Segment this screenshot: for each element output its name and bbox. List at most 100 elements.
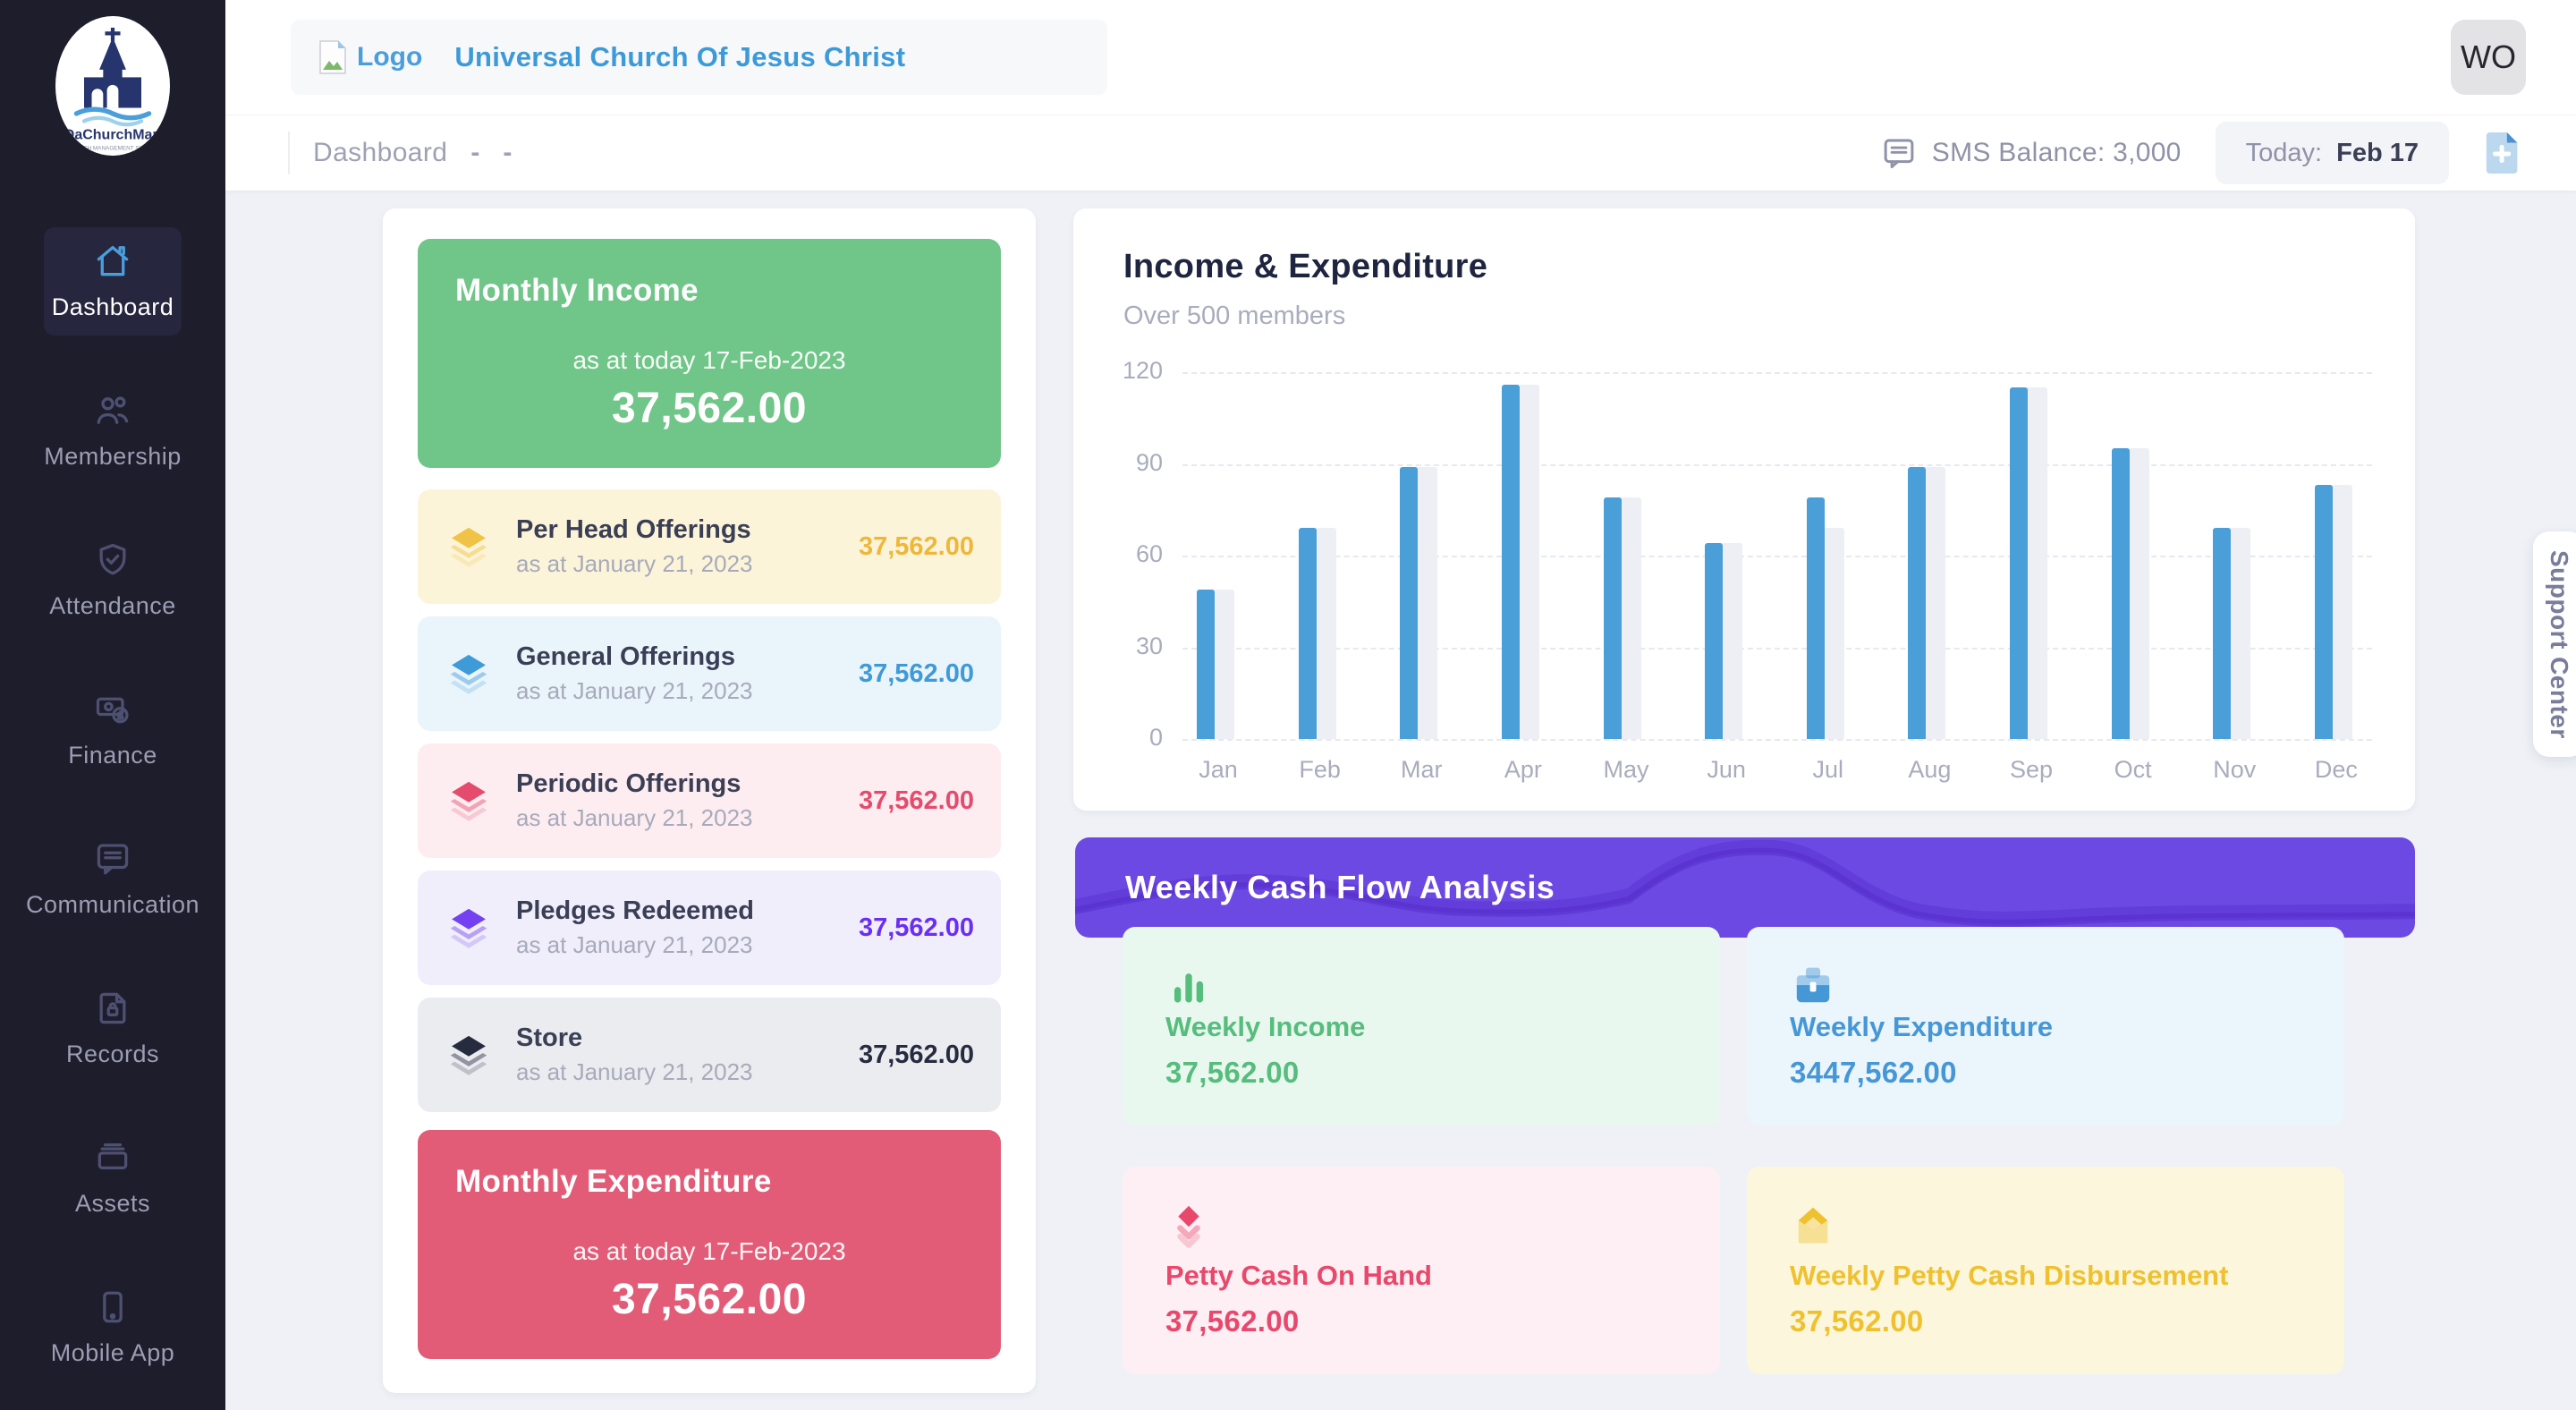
monthly-income-title: Monthly Income — [455, 273, 699, 308]
income-bar — [1603, 497, 1622, 739]
dachurchman-logo: DaChurchMan CHURCH MANAGEMENT SYSTEM — [55, 16, 170, 156]
y-tick-label: 30 — [1135, 632, 1163, 659]
chart-gridline — [1182, 647, 2372, 650]
weekly-card-title: Weekly Petty Cash Disbursement — [1790, 1260, 2229, 1291]
weekly-cashflow-banner: Weekly Cash Flow Analysis — [1075, 837, 2415, 938]
income-bar — [2010, 387, 2028, 739]
finance-summary-panel: Monthly Income as at today 17-Feb-2023 3… — [383, 208, 1036, 1393]
offering-date: as at January 21, 2023 — [516, 550, 753, 577]
sidebar-item-assets[interactable]: Assets — [44, 1124, 182, 1232]
bar-group-dec — [2314, 372, 2358, 739]
offering-text: General Offerings as at January 21, 2023 — [516, 642, 859, 705]
chart-plot-area — [1182, 372, 2372, 741]
bar-group-jan — [1197, 372, 1240, 739]
layers-icon — [445, 777, 493, 825]
breadcrumb: Dashboard - - — [288, 132, 512, 174]
weekly-card-amount: 37,562.00 — [1790, 1304, 1924, 1338]
today-label: Today: — [2245, 138, 2323, 167]
income-bar — [1197, 589, 1215, 739]
x-tick-label: Jul — [1812, 756, 1843, 783]
sidebar-item-attendance[interactable]: Attendance — [44, 526, 182, 634]
offering-text: Store as at January 21, 2023 — [516, 1024, 859, 1086]
file-plus-icon[interactable] — [2483, 130, 2524, 176]
breadcrumb-dash: - — [470, 138, 480, 167]
users-icon — [93, 391, 132, 430]
income-bar — [1705, 543, 1724, 739]
x-tick-label: Aug — [1908, 756, 1952, 783]
sms-icon — [1884, 139, 1914, 169]
bar-group-oct — [2111, 372, 2155, 739]
sidebar-item-label: Dashboard — [51, 293, 174, 320]
x-tick-label: May — [1603, 756, 1649, 783]
sidebar-item-finance[interactable]: Finance — [44, 675, 182, 784]
x-tick-label: Oct — [2114, 756, 2152, 783]
offering-title: Periodic Offerings — [516, 769, 741, 798]
user-avatar[interactable]: WO — [2451, 20, 2526, 95]
offering-date: as at January 21, 2023 — [516, 1058, 753, 1085]
briefcase-icon — [1790, 963, 2301, 1009]
today-date-pill[interactable]: Today: Feb 17 — [2215, 122, 2449, 184]
support-center-tab[interactable]: Support Center — [2533, 531, 2576, 757]
sidebar-item-label: Assets — [74, 1190, 151, 1217]
layers-down-icon — [1165, 1202, 1677, 1249]
bar-group-apr — [1501, 372, 1545, 739]
offering-amount: 37,562.00 — [858, 1040, 974, 1069]
top-header: Logo Universal Church Of Jesus Christ WO — [225, 0, 2576, 115]
weekly-card-title: Weekly Income — [1165, 1011, 1366, 1042]
sidebar-item-label: Mobile App — [50, 1339, 175, 1366]
chart-gridline — [1182, 556, 2372, 557]
sidebar-item-records[interactable]: Records — [44, 974, 182, 1083]
logo-alt-text: Logo — [357, 42, 423, 72]
offering-item-pledges-redeemed: Pledges Redeemed as at January 21, 2023 37… — [418, 871, 1001, 985]
sidebar-item-label: Communication — [25, 891, 200, 918]
offering-date: as at January 21, 2023 — [516, 677, 753, 704]
offering-title: Per Head Offerings — [516, 515, 751, 544]
layers-icon — [445, 1031, 493, 1079]
breadcrumb-divider — [288, 132, 290, 174]
y-tick-label: 60 — [1135, 539, 1163, 567]
breadcrumb-current[interactable]: Dashboard — [313, 138, 448, 167]
sidebar-item-mobile-app[interactable]: Mobile App — [44, 1273, 182, 1381]
bar-group-feb — [1298, 372, 1342, 739]
weekly-card-weekly-petty-cash-disbursement: Weekly Petty Cash Disbursement 37,562.00 — [1747, 1167, 2344, 1374]
envelope-open-icon — [1790, 1202, 2301, 1249]
sidebar-item-communication[interactable]: Communication — [26, 825, 199, 933]
offering-date: as at January 21, 2023 — [516, 804, 753, 831]
broken-image-icon — [319, 40, 346, 74]
offering-date: as at January 21, 2023 — [516, 931, 753, 958]
sidebar: DaChurchMan CHURCH MANAGEMENT SYSTEM Das… — [0, 0, 225, 1410]
bar-group-mar — [1400, 372, 1443, 739]
income-bar — [2314, 485, 2333, 739]
sidebar-item-membership[interactable]: Membership — [44, 377, 182, 485]
offering-amount: 37,562.00 — [858, 786, 974, 815]
monthly-expenditure-card: Monthly Expenditure as at today 17-Feb-2… — [418, 1130, 1001, 1359]
bar-group-sep — [2010, 372, 2053, 739]
home-icon — [93, 242, 132, 281]
chat-icon — [93, 839, 132, 879]
offering-amount: 37,562.00 — [858, 913, 974, 942]
offering-title: General Offerings — [516, 642, 735, 671]
svg-text:CHURCH MANAGEMENT SYSTEM: CHURCH MANAGEMENT SYSTEM — [66, 145, 158, 151]
chart-bars — [1182, 372, 2372, 739]
archive-icon — [93, 1138, 132, 1177]
income-expenditure-chart-card: Income & Expenditure Over 500 members 12… — [1073, 208, 2415, 811]
weekly-cashflow-title: Weekly Cash Flow Analysis — [1125, 869, 1555, 905]
x-tick-label: Nov — [2213, 756, 2257, 783]
income-bar — [1806, 497, 1825, 739]
chart-gridline — [1182, 372, 2372, 374]
sidebar-item-label: Records — [65, 1041, 160, 1067]
offering-text: Pledges Redeemed as at January 21, 2023 — [516, 896, 859, 959]
sidebar-item-dashboard[interactable]: Dashboard — [44, 227, 182, 336]
chart-subtitle: Over 500 members — [1123, 302, 1346, 330]
sidebar-item-label: Finance — [68, 742, 157, 769]
x-tick-label: Sep — [2010, 756, 2054, 783]
weekly-cards-grid: Weekly Income 37,562.00 Weekly Expenditure… — [1123, 927, 2344, 1374]
main-area: Logo Universal Church Of Jesus Christ WO… — [225, 0, 2576, 1410]
offering-item-store: Store as at January 21, 2023 37,562.00 — [418, 998, 1001, 1112]
chart-gridline — [1182, 739, 2372, 741]
layers-icon — [445, 522, 493, 571]
monthly-expenditure-title: Monthly Expenditure — [455, 1164, 772, 1199]
offering-amount: 37,562.00 — [858, 658, 974, 688]
weekly-card-petty-cash-on-hand: Petty Cash On Hand 37,562.00 — [1123, 1167, 1720, 1374]
